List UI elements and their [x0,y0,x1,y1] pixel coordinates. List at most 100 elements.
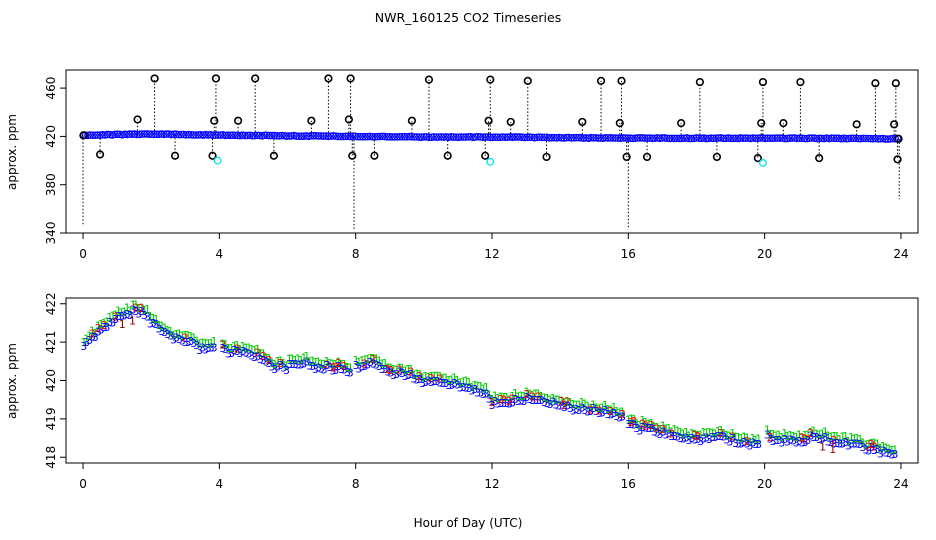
baseline-point [864,134,872,143]
series-1-point: 1 [321,358,328,371]
series-1-point: 1 [393,363,400,376]
series-3-point: 3 [422,376,429,389]
series-3-point: 3 [547,398,554,411]
dip-point [642,152,652,162]
series-3-point: 3 [410,372,417,385]
y-tick-label: 421 [44,331,58,354]
series-2-point: 2 [384,363,391,376]
series-1-point: 1 [161,322,168,335]
spike-point [852,120,861,129]
baseline-point [486,133,495,142]
baseline-point [307,131,315,140]
series-1-point: 1 [445,374,452,387]
baseline-point [98,131,107,139]
series-1-point: 1 [242,342,249,355]
series-3-point: 3 [749,437,756,450]
series-1-point: 1 [610,401,617,414]
series-2-point: 2 [437,372,444,385]
series-3-point: 3 [807,430,814,443]
series-1-point: 1 [584,400,591,413]
series-3-point: 3 [480,388,487,401]
series-1-point: 1 [709,427,716,440]
series-1-point: 1 [115,305,122,318]
baseline-point [253,131,262,140]
series-2-point: 2 [807,427,814,440]
dip-point [815,154,824,163]
series-1-point: 1 [842,430,849,443]
series-3-point: 3 [161,326,168,339]
baseline-point [832,134,841,142]
baseline-point [182,131,190,139]
series-1-point: 1 [607,404,614,417]
baseline-point [452,133,460,141]
series-1-point: 1 [515,391,522,404]
series-3-point: 3 [370,358,377,371]
baseline-point [766,134,774,142]
baseline-point [214,131,222,139]
baseline-point [447,133,455,141]
series-1-point: 1 [512,387,519,400]
series-1-point: 1 [399,362,406,375]
series-3-point: 3 [665,427,672,440]
series-1-point: 1 [503,391,510,404]
series-2-point: 2 [234,342,241,355]
dip-point [542,152,551,162]
x-tick-label: 12 [484,477,499,491]
series-1-point: 1 [550,392,557,405]
series-1-point: 1 [127,305,134,318]
series-3-point: 3 [431,375,438,388]
series-3-point: 3 [405,369,412,382]
series-3-point: 3 [208,342,215,355]
baseline-point [798,134,806,142]
series-2-point: 2 [596,405,603,418]
series-1-point: 1 [802,429,809,442]
baseline-point [817,134,826,143]
series-3-point: 3 [92,331,99,344]
series-1-point: 1 [182,329,189,342]
series-3-point: 3 [460,381,467,394]
baseline-point [749,134,757,142]
series-1-point: 1 [836,433,843,446]
baseline-point [133,130,141,139]
series-1-point: 1 [315,355,322,368]
baseline-point [776,134,784,142]
baseline-point [437,133,446,141]
spike-point [346,74,355,83]
series-3-point: 3 [544,397,551,410]
series-3-point: 3 [158,325,165,338]
series-1-point: 1 [326,357,333,370]
baseline-point [871,134,880,143]
series-3-point: 3 [686,434,693,447]
baseline-point [275,132,284,140]
series-1-point: 1 [587,401,594,414]
series-3-point: 3 [156,323,163,336]
series-1-point: 1 [141,304,148,317]
dip-point [443,151,452,160]
series-1-point: 1 [312,356,319,369]
series-3-point: 3 [880,444,887,457]
series-1-point: 1 [619,405,626,418]
dip-point [712,152,722,162]
series-3-point: 3 [170,333,177,346]
baseline-point [579,134,588,142]
series-1-point: 1 [245,342,252,355]
series-1-point: 1 [544,392,551,405]
baseline-point [226,131,235,140]
baseline-point [354,132,362,141]
series-1-point: 1 [176,328,183,341]
series-1-point: 1 [642,416,649,429]
baseline-point [692,134,701,142]
series-1-point: 1 [338,358,345,371]
series-1-point: 1 [396,361,403,374]
series-3-point: 3 [662,428,669,441]
series-1-point: 1 [822,426,829,439]
baseline-point [282,132,291,140]
series-1-point: 1 [506,393,513,406]
baseline-point [530,133,539,142]
series-3-point: 3 [135,307,142,320]
series-3-point: 3 [871,444,878,457]
baseline-point [493,133,502,142]
series-2-point: 2 [428,372,435,385]
series-1-point: 1 [804,429,811,442]
spike-point [211,74,221,83]
